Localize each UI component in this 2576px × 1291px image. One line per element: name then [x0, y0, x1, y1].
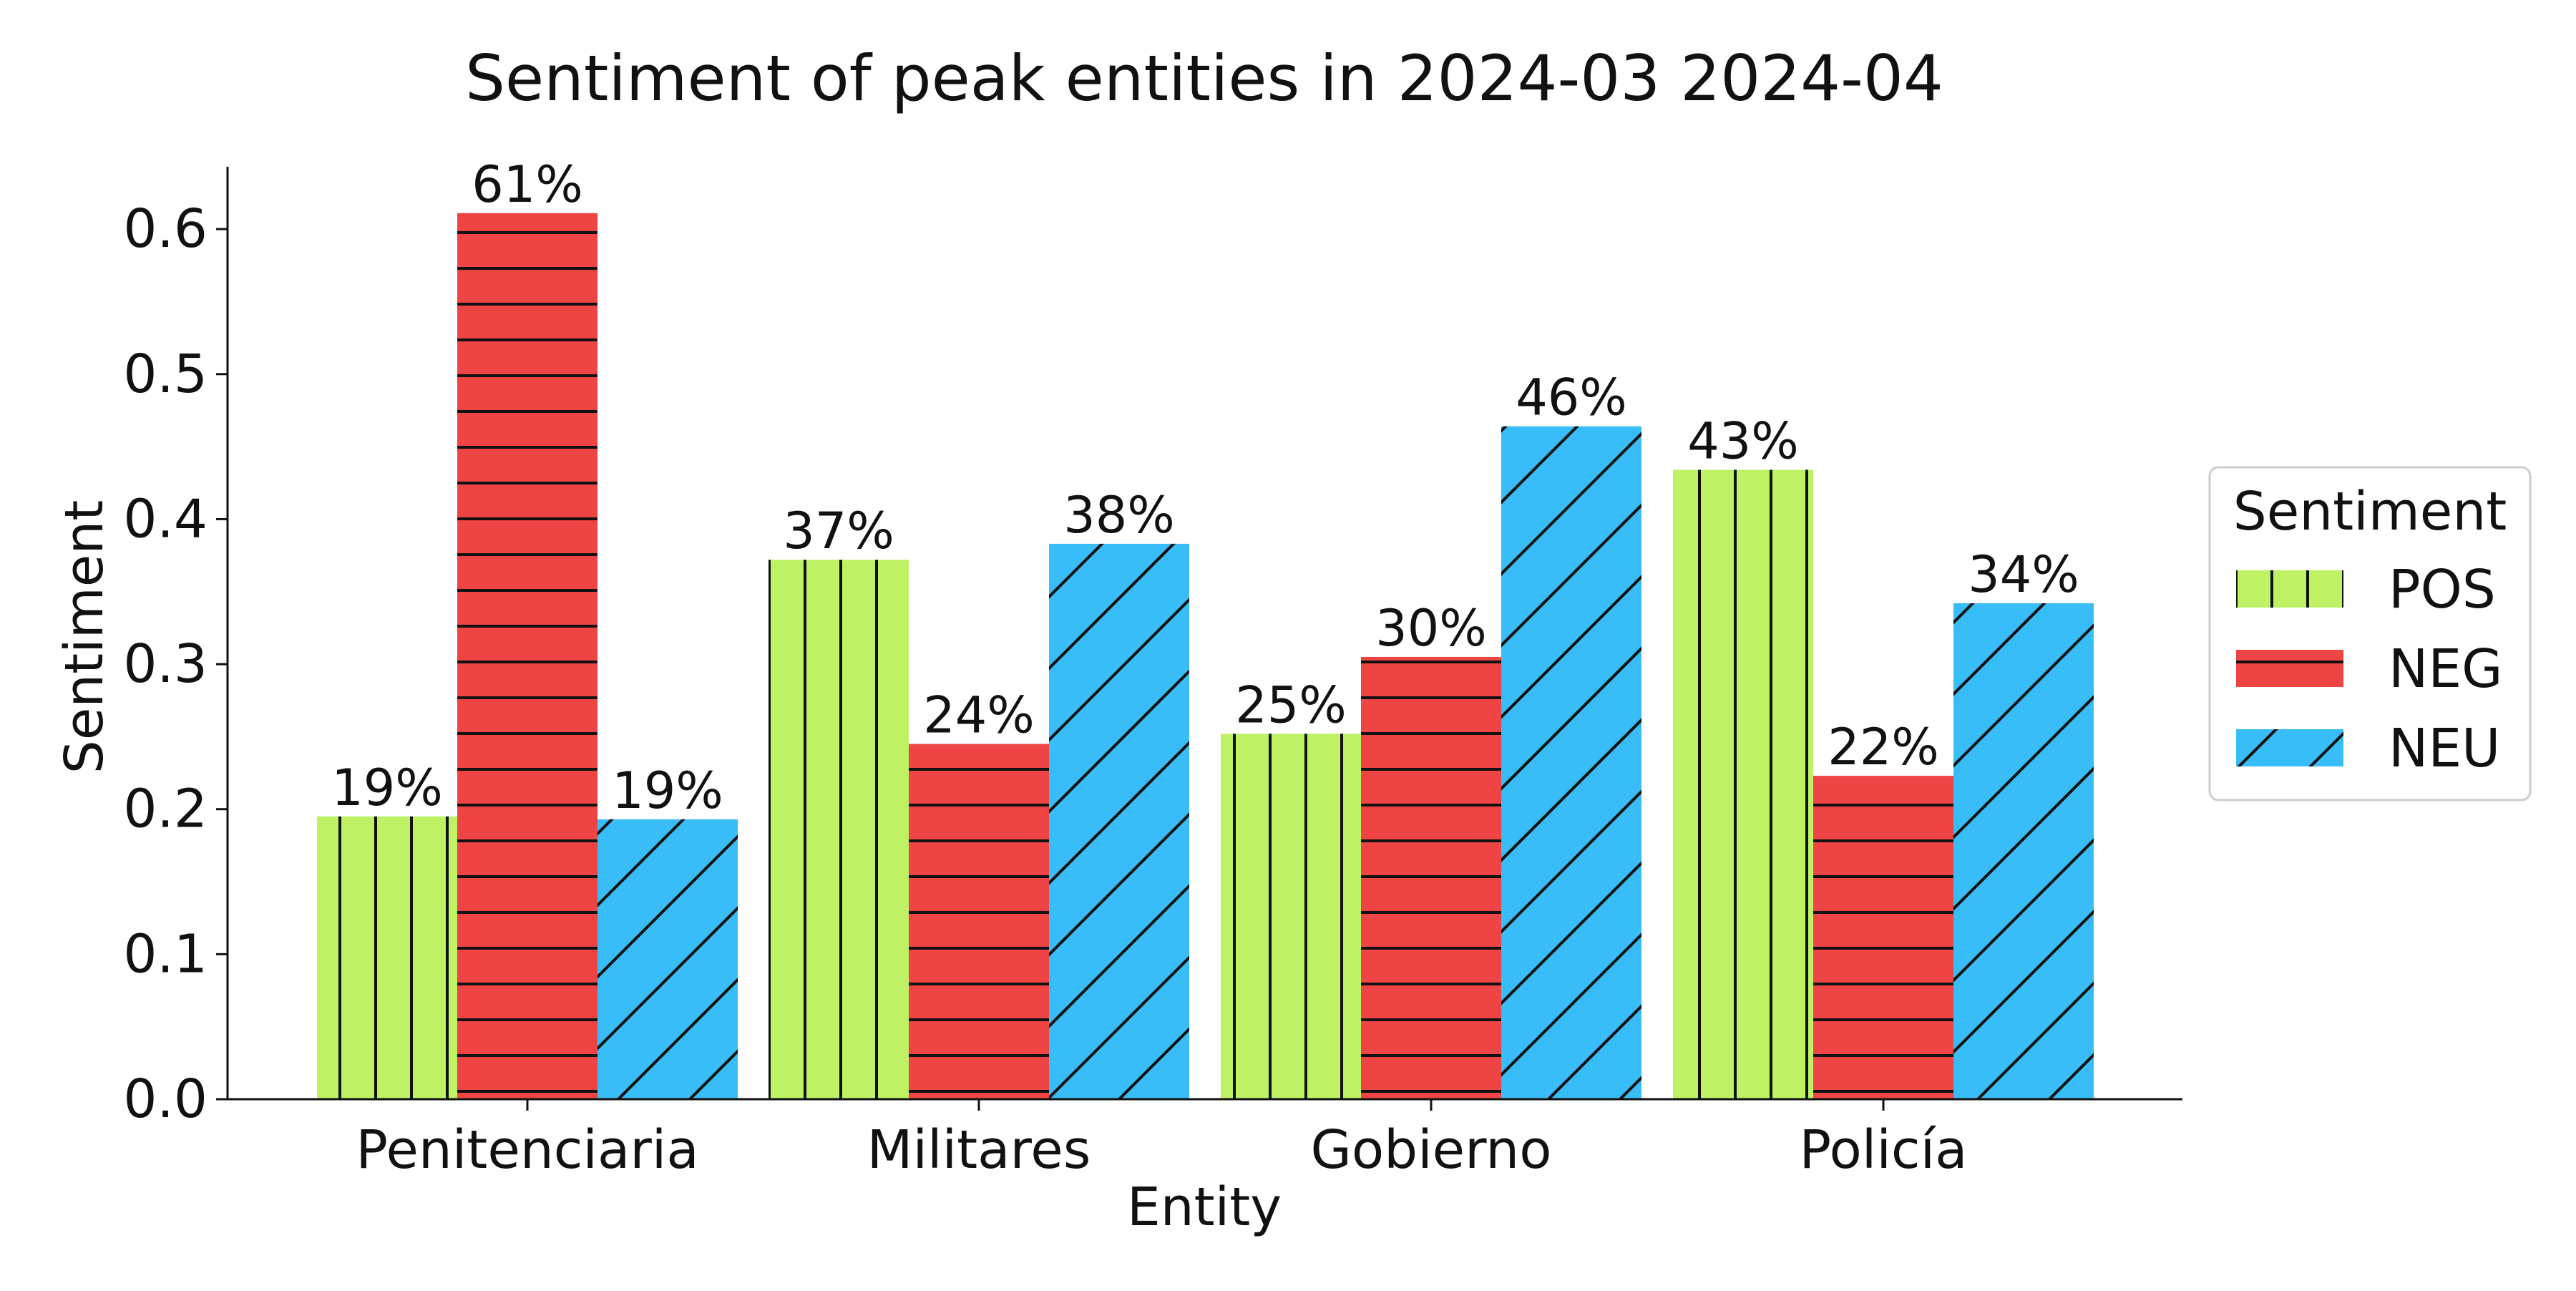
bar-pos-militares [769, 560, 909, 1099]
legend-label: POS [2389, 559, 2496, 620]
bar-neu-militares [1049, 543, 1189, 1099]
y-tick-label: 0.3 [123, 633, 208, 695]
legend-swatch-hatch [2236, 650, 2343, 687]
bar-value-label: 19% [612, 761, 723, 820]
y-tick-label: 0.2 [123, 779, 208, 840]
bar-value-label: 37% [783, 502, 894, 560]
y-tick-label: 0.5 [123, 344, 208, 405]
legend-title: Sentiment [2233, 481, 2507, 542]
bar-neu-policia [1953, 603, 2094, 1099]
bar-hatch [769, 560, 909, 1099]
bar-value-label: 22% [1828, 718, 1939, 776]
bar-pos-policia [1673, 469, 1813, 1099]
x-tick-label: Militares [867, 1119, 1091, 1181]
bar-hatch [1221, 734, 1361, 1099]
legend-frame [2208, 466, 2532, 802]
bar-value-label: 30% [1375, 599, 1487, 658]
bar-hatch [317, 816, 457, 1099]
x-tick-label: Policía [1800, 1119, 1968, 1181]
chart-title: Sentiment of peak entities in 2024-03 20… [465, 42, 1943, 115]
legend-items: POS NEG NEU [2236, 559, 2502, 779]
y-axis-ticks: 0.0 0.1 0.2 0.3 0.4 0.5 0.6 [123, 198, 228, 1130]
legend-swatch-hatch [2236, 570, 2343, 608]
bar-value-label: 25% [1235, 676, 1347, 734]
legend-item-neg: NEG [2236, 638, 2502, 700]
y-tick-label: 0.1 [123, 923, 208, 985]
x-axis-label: Entity [1127, 1176, 1282, 1238]
bar-neg-gobierno [1361, 656, 1501, 1099]
x-tick-label: Penitenciaria [356, 1119, 698, 1181]
bar-hatch [1501, 426, 1641, 1099]
legend-swatch-hatch [2236, 729, 2343, 766]
bar-neu-gobierno [1501, 426, 1641, 1099]
y-axis-label: Sentiment [54, 500, 115, 774]
bar-hatch [1813, 776, 1953, 1099]
bar-neg-policia [1813, 776, 1953, 1099]
legend-label: NEG [2389, 638, 2502, 700]
x-tick-label: Gobierno [1311, 1119, 1552, 1181]
bar-pos-gobierno [1221, 734, 1361, 1099]
y-tick-label: 0.6 [123, 198, 208, 260]
bar-neu-penitenciaria [597, 819, 738, 1099]
legend-item-pos: POS [2236, 559, 2496, 620]
bar-neg-penitenciaria [457, 213, 597, 1099]
y-tick-label: 0.4 [123, 488, 208, 550]
bar-value-label: 19% [331, 759, 443, 817]
bar-value-label: 43% [1687, 412, 1799, 471]
bar-value-label: 34% [1968, 545, 2079, 604]
legend: Sentiment POS NEG NEU [2208, 466, 2532, 802]
y-tick-label: 0.0 [123, 1068, 208, 1130]
bar-value-label: 24% [923, 686, 1035, 745]
x-axis-ticks: Penitenciaria Militares Gobierno Policía [356, 1099, 1967, 1181]
bar-hatch [1361, 656, 1501, 1099]
bar-hatch [909, 744, 1049, 1099]
legend-label: NEU [2389, 718, 2500, 779]
legend-item-neu: NEU [2236, 718, 2500, 779]
bar-labels-layer: 19% 61% 19% 37% 24% 38% 25% 30% 46% 43% 22% 34% [331, 155, 2079, 820]
bar-pos-penitenciaria [317, 816, 457, 1099]
bar-hatch [1049, 543, 1189, 1099]
bar-value-label: 61% [472, 155, 583, 214]
bar-value-label: 46% [1516, 369, 1627, 427]
bar-hatch [1673, 469, 1813, 1099]
bar-hatch [457, 213, 597, 1099]
bar-hatch [597, 819, 738, 1099]
bar-hatch [1953, 603, 2094, 1099]
bar-neg-militares [909, 744, 1049, 1099]
bar-value-label: 38% [1063, 486, 1175, 545]
bars-layer [317, 213, 2094, 1099]
